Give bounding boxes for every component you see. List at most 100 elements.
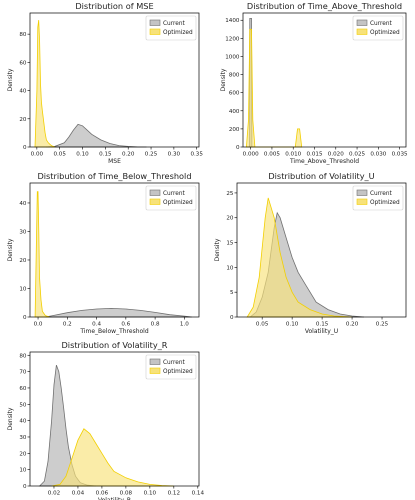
x-tick-label: 0.005: [264, 152, 280, 158]
x-axis-label: Time_Above_Threshold: [289, 158, 359, 165]
chart-panel-3: 0.0 0.2 0.4 0.6 0.8 1.0 0 10 20 30 40 Distribution …: [7, 171, 200, 335]
series-area-optimized: [34, 20, 56, 148]
x-axis-label: MSE: [108, 158, 121, 165]
legend-swatch-optimized: [149, 367, 161, 374]
y-tick-label: 20: [226, 216, 234, 222]
legend-label-optimized: Optimized: [163, 369, 193, 375]
legend-label-current: Current: [163, 191, 185, 197]
x-tick-label: 0.020: [328, 152, 344, 158]
x-tick-label: 0.8: [151, 322, 160, 328]
x-tick-label: 0.15: [316, 322, 329, 328]
y-tick-label: 60: [19, 60, 27, 66]
chart-panel-4: 0.05 0.10 0.15 0.20 0.25 0 5 10 15 20 25 Distributi…: [214, 171, 407, 335]
y-tick-label: 0: [23, 145, 27, 151]
legend-swatch-optimized: [356, 198, 368, 205]
y-tick-label: 30: [19, 435, 27, 441]
y-tick-label: 10: [226, 265, 234, 271]
x-tick-label: 0.00: [31, 152, 44, 158]
series-area-optimized: [246, 197, 353, 318]
y-tick-label: 80: [19, 32, 27, 38]
chart-title: Distribution of Time_Above_Threshold: [247, 1, 402, 11]
chart-title: Distribution of Volatility_U: [268, 171, 374, 181]
x-tick-label: 0.20: [122, 152, 135, 158]
y-tick-label: 800: [229, 73, 240, 79]
legend-box: [352, 15, 404, 41]
axes-frame: [29, 351, 200, 487]
y-tick-label: 200: [229, 127, 240, 133]
y-tick-label: 80: [19, 353, 27, 359]
x-tick-label: 0.000: [243, 152, 259, 158]
axes-frame: [29, 182, 200, 318]
chart-panel-5: 0.02 0.04 0.06 0.08 0.10 0.12 0.14 0 10 20 30 40 50 6…: [7, 340, 204, 500]
y-tick-label: 0: [236, 145, 240, 151]
x-tick-label: 0.2: [63, 322, 72, 328]
x-tick-label: 0.10: [144, 491, 157, 497]
x-tick-label: 0.0: [34, 322, 43, 328]
y-tick-label: 40: [19, 89, 27, 95]
y-tick-label: 20: [19, 258, 27, 264]
legend: Current Optimized: [145, 185, 197, 211]
chart-title: Distribution of MSE: [75, 1, 153, 11]
legend-label-current: Current: [163, 360, 185, 366]
x-tick-label: 0.10: [76, 152, 89, 158]
series-area-optimized: [34, 191, 50, 318]
y-tick-label: 5: [230, 290, 234, 296]
y-tick-label: 1000: [225, 54, 240, 60]
x-tick-label: 0.14: [192, 491, 205, 497]
x-tick-label: 0.25: [145, 152, 158, 158]
y-tick-label: 10: [19, 286, 27, 292]
y-tick-label: 0: [23, 484, 27, 490]
chart-panel-1: 0.00 0.05 0.10 0.15 0.20 0.25 0.30 0.35 0 20 40 60 8…: [7, 1, 203, 165]
y-tick-label: 20: [19, 117, 27, 123]
x-tick-label: 0.4: [92, 322, 101, 328]
legend: Current Optimized: [352, 185, 404, 211]
x-tick-label: 0.035: [392, 152, 408, 158]
x-tick-label: 0.015: [306, 152, 322, 158]
y-tick-label: 40: [19, 201, 27, 207]
legend-box: [145, 15, 197, 41]
x-tick-label: 0.6: [121, 322, 130, 328]
legend-label-current: Current: [370, 21, 392, 27]
x-tick-label: 0.10: [286, 322, 299, 328]
y-tick-label: 1400: [225, 18, 240, 24]
chart-title: Distribution of Time_Below_Threshold: [37, 171, 191, 181]
y-tick-label: 10: [19, 468, 27, 474]
x-tick-label: 0.20: [346, 322, 359, 328]
y-tick-label: 0: [230, 315, 234, 321]
legend-label-current: Current: [163, 21, 185, 27]
legend-swatch-optimized: [149, 198, 161, 205]
legend-label-current: Current: [370, 191, 392, 197]
x-axis-label: Time_Below_Threshold: [79, 328, 148, 335]
axes-frame: [29, 12, 200, 148]
y-axis-label: Density: [214, 238, 221, 261]
y-tick-label: 30: [19, 229, 27, 235]
y-axis-label: Density: [7, 68, 14, 91]
x-tick-label: 0.08: [120, 491, 133, 497]
x-tick-label: 0.30: [168, 152, 181, 158]
x-tick-label: 0.05: [256, 322, 269, 328]
series-area-optimized: [51, 428, 174, 487]
y-tick-label: 400: [229, 109, 240, 115]
x-tick-label: 0.12: [168, 491, 180, 497]
y-axis-label: Density: [7, 407, 14, 430]
y-tick-label: 50: [19, 402, 27, 408]
legend: Current Optimized: [352, 15, 404, 41]
x-tick-label: 0.15: [99, 152, 112, 158]
legend-swatch-optimized: [356, 28, 368, 35]
x-axis-label: Volatility_U: [305, 328, 338, 335]
y-axis-label: Density: [7, 238, 14, 261]
legend-label-optimized: Optimized: [370, 200, 400, 206]
legend-swatch-current: [149, 189, 161, 196]
axes-frame: [236, 182, 407, 318]
x-tick-label: 0.030: [370, 152, 386, 158]
legend-swatch-current: [356, 19, 368, 26]
legend-box: [352, 185, 404, 211]
x-tick-label: 0.06: [96, 491, 109, 497]
series-area-current: [45, 307, 192, 318]
y-axis-label: Density: [220, 68, 227, 91]
legend-swatch-current: [356, 189, 368, 196]
y-tick-label: 0: [23, 315, 27, 321]
x-tick-label: 0.04: [72, 491, 85, 497]
legend-swatch-optimized: [149, 28, 161, 35]
x-axis-label: Volatility_R: [98, 497, 131, 500]
